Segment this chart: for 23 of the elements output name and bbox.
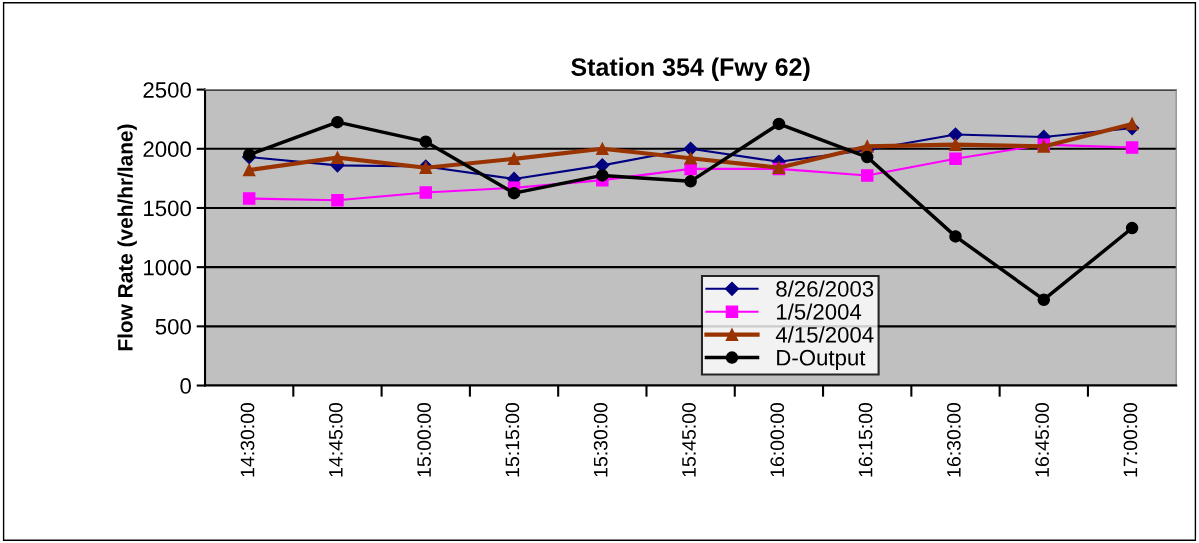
y-axis-title: Flow Rate (veh/hr/lane) <box>117 124 137 351</box>
y-tick-label: 1500 <box>144 200 191 217</box>
y-tick-label: 500 <box>155 318 191 335</box>
legend-label: 4/15/2004 <box>775 326 874 343</box>
x-tick-label: 14:30:00 <box>240 402 255 477</box>
y-tick-label: 2500 <box>143 82 191 98</box>
x-tick-label: 16:00:00 <box>770 402 785 477</box>
x-tick-label: 17:00:00 <box>1123 402 1138 477</box>
x-tick-label: 14:45:00 <box>328 402 343 477</box>
legend-label: D-Output <box>777 349 866 370</box>
chart-title: Station 354 (Fwy 62) <box>571 57 810 81</box>
x-tick-label: 15:15:00 <box>505 402 520 477</box>
legend-label: 1/5/2004 <box>777 303 862 320</box>
x-tick-label: 16:30:00 <box>946 402 961 477</box>
y-tick-label: 2000 <box>143 141 191 158</box>
x-tick-label: 15:00:00 <box>417 402 431 477</box>
legend-label: 8/26/2003 <box>776 280 874 297</box>
x-tick-label: 15:30:00 <box>593 402 608 477</box>
y-tick-label: 1000 <box>144 259 191 276</box>
x-tick-label: 16:45:00 <box>1035 402 1049 477</box>
x-tick-label: 16:15:00 <box>858 402 873 477</box>
x-tick-label: 15:45:00 <box>682 402 696 477</box>
y-tick-label: 0 <box>180 378 191 394</box>
